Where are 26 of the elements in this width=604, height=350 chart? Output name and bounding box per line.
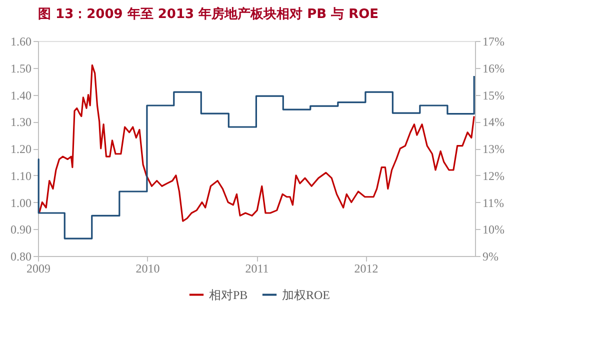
- line-series: [38, 64, 475, 222]
- y-tick-label: 0.80: [10, 250, 32, 264]
- y2-tick-label: 9%: [482, 250, 498, 264]
- y2-tick-label: 11%: [482, 196, 504, 210]
- x-tick-label: 2011: [245, 262, 269, 276]
- y2-tick-label: 10%: [482, 222, 504, 237]
- y-tick-label: 1.40: [10, 88, 32, 102]
- y-tick-label: 1.00: [10, 196, 32, 210]
- chart-title: 图 13：2009 年至 2013 年房地产板块相对 PB 与 ROE: [38, 6, 379, 22]
- x-tick-label: 2012: [354, 262, 378, 276]
- y-tick-label: 1.30: [10, 115, 32, 130]
- legend-label: 相对PB: [209, 288, 248, 302]
- x-tick-label: 2009: [26, 262, 50, 276]
- legend-label: 加权ROE: [282, 288, 330, 302]
- y-tick-label: 1.10: [10, 168, 32, 183]
- y2-tick-label: 17%: [482, 34, 504, 48]
- y2-tick-label: 16%: [482, 61, 504, 76]
- y2-tick-label: 13%: [482, 142, 504, 156]
- y-tick-label: 1.60: [10, 34, 32, 48]
- y-tick-label: 1.20: [10, 142, 32, 156]
- y2-tick-label: 15%: [482, 88, 504, 102]
- y2-tick-label: 12%: [482, 168, 504, 183]
- y2-tick-label: 14%: [482, 115, 504, 130]
- y-tick-label: 1.50: [10, 61, 32, 76]
- y-tick-label: 0.90: [10, 222, 32, 237]
- x-tick-label: 2010: [136, 262, 160, 276]
